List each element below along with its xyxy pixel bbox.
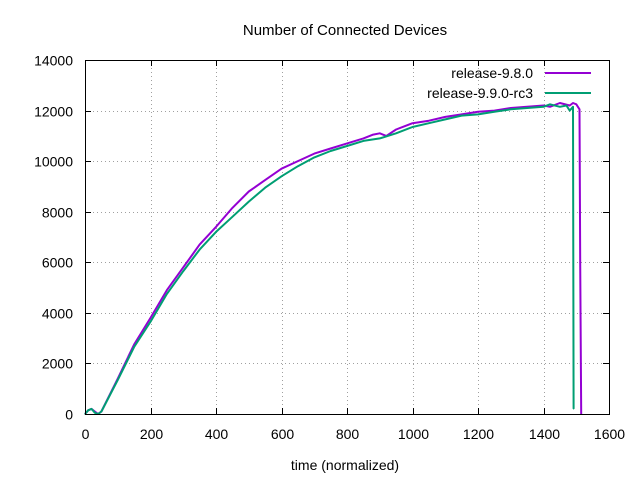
data-point: [133, 346, 135, 348]
data-point: [526, 107, 528, 109]
grid-lines: [85, 60, 609, 414]
data-point: [428, 122, 430, 124]
data-point: [477, 111, 479, 113]
data-point: [297, 165, 299, 167]
y-tick-label: 4000: [42, 306, 73, 322]
series-line: [84, 103, 575, 415]
data-point: [428, 120, 430, 122]
data-point: [549, 106, 551, 108]
data-point: [248, 201, 250, 203]
x-tick-label: 0: [82, 426, 90, 442]
x-tick-label: 600: [271, 426, 295, 442]
data-point: [215, 231, 217, 233]
data-point: [330, 147, 332, 150]
series-layer: [84, 102, 583, 415]
data-point: [559, 102, 561, 104]
data-point: [569, 110, 571, 112]
data-point: [572, 102, 574, 104]
data-point: [182, 266, 184, 268]
legend-label: release-9.8.0: [451, 65, 533, 81]
data-point: [231, 207, 233, 209]
data-point: [379, 137, 381, 139]
data-point: [379, 132, 381, 134]
series-1: [84, 103, 575, 415]
data-point: [395, 132, 397, 134]
data-point: [542, 106, 545, 108]
data-point: [346, 145, 348, 147]
data-point: [362, 137, 364, 139]
data-point: [569, 104, 571, 107]
data-point: [572, 106, 574, 108]
x-tick-label: 1400: [529, 426, 560, 442]
data-point: [565, 104, 568, 107]
y-tick-label: 8000: [42, 205, 73, 221]
data-point: [297, 160, 299, 162]
data-point: [149, 317, 152, 319]
data-point: [117, 379, 119, 381]
data-point: [149, 321, 152, 323]
data-point: [579, 261, 581, 263]
data-point: [578, 108, 581, 110]
data-point: [346, 142, 348, 144]
data-point: [362, 140, 364, 142]
data-point: [94, 412, 96, 414]
data-point: [87, 409, 89, 411]
data-point: [90, 408, 93, 410]
y-tick-label: 6000: [42, 255, 73, 271]
y-tick-label: 2000: [42, 356, 73, 372]
plot-frame: [85, 60, 610, 415]
x-tick-label: 1000: [398, 426, 429, 442]
data-point: [510, 108, 512, 110]
data-point: [559, 106, 561, 108]
data-point: [313, 156, 315, 158]
data-point: [280, 175, 283, 177]
x-axis-label: time (normalized): [291, 457, 399, 473]
x-tick-label: 200: [140, 426, 164, 442]
data-point: [444, 118, 446, 120]
data-point: [444, 116, 446, 118]
data-point: [264, 179, 266, 181]
data-point: [231, 216, 233, 218]
data-point: [549, 103, 551, 105]
data-point: [330, 150, 332, 152]
data-point: [573, 408, 575, 410]
y-tick-label: 0: [65, 407, 73, 423]
data-point: [493, 111, 495, 113]
data-point: [477, 113, 479, 115]
data-point: [411, 126, 414, 128]
data-point: [264, 187, 266, 189]
data-point: [280, 168, 283, 170]
data-point: [182, 270, 184, 272]
x-tick-label: 1200: [463, 426, 494, 442]
data-point: [215, 226, 217, 228]
data-point: [313, 153, 315, 155]
legend: release-9.8.0 release-9.9.0-rc3: [427, 65, 591, 101]
legend-label: release-9.9.0-rc3: [427, 85, 533, 101]
y-tick-label: 10000: [34, 154, 73, 170]
data-point: [166, 289, 168, 291]
data-point: [248, 190, 250, 193]
chart-title: Number of Connected Devices: [243, 22, 447, 39]
y-tick-label: 14000: [34, 53, 73, 69]
data-point: [199, 249, 201, 251]
data-point: [372, 134, 374, 136]
data-point: [575, 103, 577, 105]
axis-ticks: 0 200 400 600 800 1000 1200 1400 1600 0 2000 4000 60…: [34, 53, 625, 443]
data-point: [199, 244, 201, 246]
data-point: [411, 122, 414, 124]
y-tick-label: 12000: [34, 104, 73, 120]
data-point: [166, 293, 168, 295]
x-tick-label: 1600: [594, 426, 625, 442]
data-point: [395, 128, 397, 131]
x-tick-label: 400: [205, 426, 229, 442]
data-point: [100, 410, 102, 413]
data-point: [461, 115, 463, 117]
x-tick-label: 800: [336, 426, 360, 442]
